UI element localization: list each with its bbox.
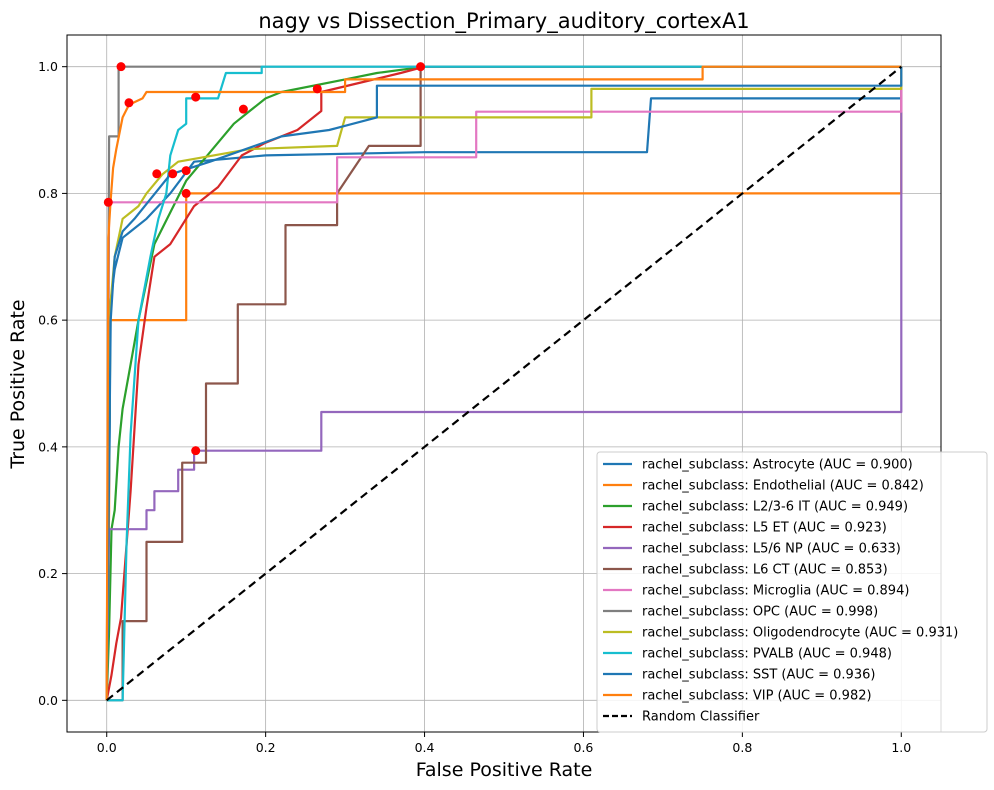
y-axis-label: True Positive Rate (7, 299, 29, 469)
x-tick-label: 1.0 (891, 740, 911, 755)
threshold-markers (103, 62, 426, 456)
legend-label: rachel_subclass: L6 CT (AUC = 0.853) (642, 563, 888, 578)
x-tick-label: 0.0 (97, 740, 117, 755)
optimal-threshold-marker (238, 104, 248, 114)
legend-label: Random Classifier (642, 710, 760, 725)
y-tick-label: 0.0 (38, 693, 58, 708)
legend-label: rachel_subclass: Astrocyte (AUC = 0.900) (642, 458, 913, 473)
legend-label: rachel_subclass: Oligodendrocyte (AUC = … (642, 626, 958, 641)
y-tick-label: 0.6 (38, 313, 58, 328)
optimal-threshold-marker (191, 446, 201, 456)
legend-label: rachel_subclass: PVALB (AUC = 0.948) (642, 647, 892, 662)
x-axis-label: False Positive Rate (416, 759, 593, 781)
x-axis-ticks: 0.0 0.2 0.4 0.6 0.8 1.0 (97, 732, 911, 755)
chart-title: nagy vs Dissection_Primary_auditory_cort… (258, 9, 749, 34)
random-classifier-line (106, 65, 902, 702)
legend-label: rachel_subclass: Microglia (AUC = 0.894) (642, 584, 909, 599)
y-axis-ticks: 0.0 0.2 0.4 0.6 0.8 1.0 (38, 59, 67, 708)
plot-frame (66, 34, 942, 733)
series-layer (105, 65, 903, 702)
optimal-threshold-marker (124, 98, 134, 108)
x-tick-label: 0.6 (574, 740, 594, 755)
roc-curve-series-10 (105, 66, 903, 701)
optimal-threshold-marker (181, 166, 191, 176)
y-tick-label: 0.4 (38, 439, 58, 454)
legend-label: rachel_subclass: L5 ET (AUC = 0.923) (642, 521, 887, 536)
optimal-threshold-marker (181, 188, 191, 198)
y-tick-label: 0.2 (38, 566, 58, 581)
y-tick-label: 1.0 (38, 59, 58, 74)
roc-curve-series-11 (105, 65, 902, 701)
roc-curve-series-8 (105, 66, 903, 701)
x-tick-label: 0.2 (256, 740, 276, 755)
optimal-threshold-marker (168, 169, 178, 179)
legend: rachel_subclass: Astrocyte (AUC = 0.900)… (596, 451, 988, 733)
x-tick-label: 0.8 (732, 740, 752, 755)
legend-label: rachel_subclass: L2/3-6 IT (AUC = 0.949) (642, 500, 908, 515)
roc-curve-series-5 (106, 65, 902, 702)
legend-label: rachel_subclass: Endothelial (AUC = 0.84… (642, 479, 924, 494)
optimal-threshold-marker (103, 197, 113, 207)
legend-label: rachel_subclass: L5/6 NP (AUC = 0.633) (642, 542, 901, 557)
y-tick-label: 0.8 (38, 186, 58, 201)
x-tick-label: 0.4 (415, 740, 435, 755)
optimal-threshold-marker (116, 62, 126, 72)
optimal-threshold-marker (152, 169, 162, 179)
optimal-threshold-marker (191, 92, 201, 102)
legend-label: rachel_subclass: VIP (AUC = 0.982) (642, 689, 872, 704)
roc-curve-series-3 (105, 65, 902, 701)
legend-label: rachel_subclass: SST (AUC = 0.936) (642, 668, 875, 683)
roc-curve-series-2 (105, 65, 902, 701)
optimal-threshold-marker (416, 62, 426, 72)
legend-box (596, 451, 988, 733)
legend-label: rachel_subclass: OPC (AUC = 0.998) (642, 605, 878, 620)
roc-curve-series-4 (105, 66, 903, 701)
optimal-threshold-marker (312, 84, 322, 94)
